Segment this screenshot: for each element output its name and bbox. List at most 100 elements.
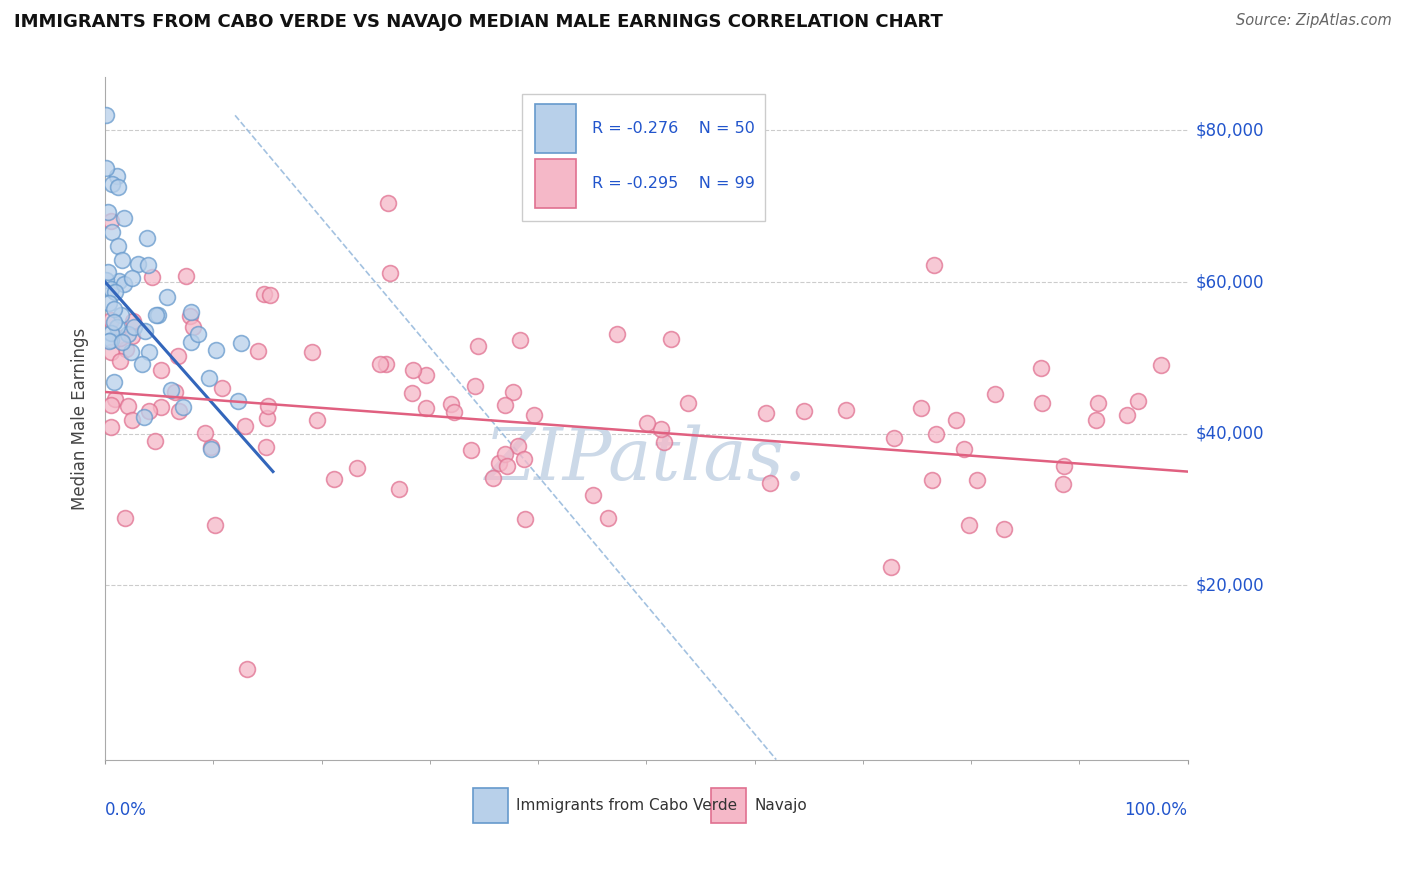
Text: 0.0%: 0.0% (105, 801, 148, 819)
Point (415, 401, 437, 415)
Point (100, 333, 122, 347)
Point (110, 308, 132, 322)
Text: $60,000: $60,000 (1197, 273, 1264, 291)
Point (156, 290, 179, 304)
Point (793, 404, 815, 418)
Point (513, 512, 536, 526)
Text: IMMIGRANTS FROM CABO VERDE VS NAVAJO MEDIAN MALE EARNINGS CORRELATION CHART: IMMIGRANTS FROM CABO VERDE VS NAVAJO MED… (14, 13, 943, 31)
Point (122, 314, 145, 328)
Point (650, 422, 672, 436)
Point (211, 381, 233, 395)
Point (105, 319, 128, 334)
Point (910, 401, 932, 416)
Point (636, 416, 658, 430)
Point (200, 441, 222, 455)
Y-axis label: Median Male Earnings: Median Male Earnings (72, 327, 89, 509)
FancyBboxPatch shape (474, 788, 508, 823)
FancyBboxPatch shape (534, 159, 576, 208)
Point (180, 335, 202, 350)
Point (108, 274, 131, 288)
Point (659, 332, 682, 346)
Point (138, 404, 160, 418)
Point (104, 285, 127, 299)
Point (925, 427, 948, 442)
Point (256, 411, 278, 425)
Point (377, 195, 399, 210)
Point (166, 349, 188, 363)
Point (1052, 477, 1074, 491)
Point (582, 488, 605, 502)
Point (368, 357, 391, 371)
Point (100, 282, 122, 296)
Point (136, 258, 159, 272)
Point (110, 330, 132, 344)
Point (103, 375, 125, 389)
Text: $80,000: $80,000 (1197, 121, 1264, 139)
Point (467, 338, 489, 352)
Point (226, 394, 249, 409)
Point (181, 320, 204, 334)
Point (401, 385, 423, 400)
Point (180, 305, 202, 319)
Point (513, 452, 536, 467)
Point (198, 370, 221, 384)
Point (375, 357, 398, 371)
Text: Immigrants from Cabo Verde: Immigrants from Cabo Verde (516, 797, 738, 813)
Point (100, 398, 122, 412)
FancyBboxPatch shape (534, 104, 576, 153)
Point (415, 368, 437, 383)
Text: Source: ZipAtlas.com: Source: ZipAtlas.com (1236, 13, 1392, 29)
Point (1031, 396, 1053, 410)
Point (229, 335, 252, 350)
Point (502, 385, 524, 400)
Point (460, 443, 482, 458)
Point (194, 425, 217, 440)
Point (100, 214, 122, 228)
Point (883, 431, 905, 445)
FancyBboxPatch shape (522, 95, 765, 220)
Point (307, 413, 329, 427)
Point (596, 510, 619, 524)
Point (143, 434, 166, 448)
Point (204, 517, 226, 532)
Point (488, 456, 510, 470)
Point (108, 353, 131, 368)
Point (121, 413, 143, 427)
Point (1031, 361, 1053, 376)
Point (103, 301, 125, 316)
Point (953, 442, 976, 457)
Point (163, 384, 186, 399)
Point (160, 384, 183, 398)
Point (121, 328, 143, 343)
Text: $40,000: $40,000 (1197, 425, 1264, 442)
Point (141, 269, 163, 284)
Point (254, 440, 277, 454)
Point (1087, 395, 1109, 409)
Point (1150, 359, 1173, 373)
Point (121, 271, 143, 285)
Point (443, 405, 465, 419)
Point (755, 406, 778, 420)
Point (107, 239, 129, 253)
Point (104, 392, 127, 407)
Point (253, 287, 276, 301)
Point (134, 324, 156, 338)
Point (388, 482, 411, 496)
Point (111, 253, 134, 268)
Point (440, 397, 463, 411)
Point (112, 277, 135, 292)
Point (138, 344, 160, 359)
Point (100, 313, 122, 327)
Point (247, 343, 270, 358)
Point (506, 439, 529, 453)
Point (1128, 394, 1150, 409)
Point (200, 442, 222, 456)
Point (127, 257, 149, 271)
Point (880, 560, 903, 574)
Text: 100.0%: 100.0% (1125, 801, 1188, 819)
Point (323, 472, 346, 486)
Point (97, 334, 120, 349)
Point (523, 409, 546, 423)
Point (111, 334, 134, 349)
Point (676, 396, 699, 410)
